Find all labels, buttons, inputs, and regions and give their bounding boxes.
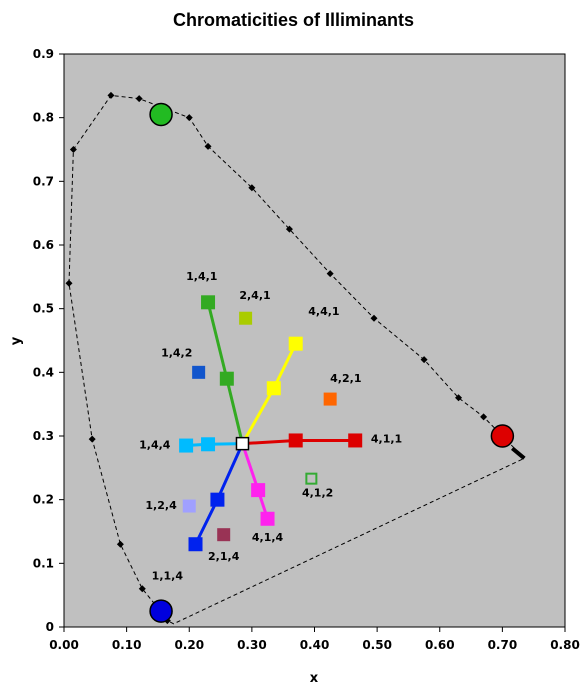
- x-tick-label: 0.60: [425, 638, 455, 652]
- ray-point: [348, 433, 363, 448]
- ray-point: [288, 336, 303, 351]
- x-tick-label: 0.70: [488, 638, 518, 652]
- y-tick-label: 0.2: [33, 493, 54, 507]
- ray-point: [251, 483, 266, 498]
- locus-marker: [65, 279, 73, 287]
- y-tick-label: 0.1: [33, 556, 54, 570]
- locus-marker: [326, 270, 334, 278]
- label-4-4-1: 4,4,1: [308, 305, 339, 318]
- x-tick-label: 0.30: [237, 638, 267, 652]
- ray-point: [288, 433, 303, 448]
- locus-marker: [138, 585, 146, 593]
- x-tick-label: 0.20: [174, 638, 204, 652]
- locus-marker: [248, 184, 256, 192]
- label-1-4-4: 1,4,4: [139, 439, 171, 452]
- y-tick-label: 0.4: [33, 365, 54, 379]
- locus-marker: [204, 142, 212, 150]
- point-2-1-4: [217, 528, 231, 542]
- locus-marker: [135, 95, 143, 103]
- ray-point: [210, 492, 225, 507]
- label-4-2-1: 4,2,1: [330, 372, 361, 385]
- label-1-4-2: 1,4,2: [161, 346, 192, 359]
- x-tick-label: 0.50: [362, 638, 392, 652]
- ray-point: [179, 438, 194, 453]
- label-4-1-2: 4,1,2: [302, 486, 333, 499]
- plot-area: [63, 53, 566, 628]
- label-2-1-4: 2,1,4: [208, 550, 240, 563]
- y-tick-label: 0: [46, 620, 54, 634]
- locus-marker: [370, 314, 378, 322]
- y-tick-label: 0.8: [33, 111, 54, 125]
- point-1-2-4: [182, 499, 196, 513]
- y-tick-label: 0.5: [33, 302, 54, 316]
- locus-marker: [107, 91, 115, 99]
- x-axis-title: x: [310, 671, 319, 686]
- locus-marker: [88, 435, 96, 443]
- ray-point: [188, 537, 203, 552]
- x-tick-label: 0.80: [550, 638, 580, 652]
- ray-point: [266, 381, 281, 396]
- point-labels: 1,4,1 2,4,1 4,4,1 1,4,2 4,2,1 4,1,1 1,4,4 1,2,4…: [139, 270, 402, 582]
- y-tick-label: 0.3: [33, 429, 54, 443]
- illuminant-points: [149, 102, 515, 623]
- point-4-1-2: [305, 472, 318, 485]
- locus-marker: [185, 114, 193, 122]
- y-axis-title: y: [9, 336, 24, 345]
- ray-point: [219, 371, 234, 386]
- locus-marker: [480, 413, 488, 421]
- white-point-marker: [235, 436, 250, 451]
- y-tick-label: 0.9: [33, 47, 54, 61]
- point-2-4-1: [239, 311, 253, 325]
- ray-point: [201, 295, 216, 310]
- label-4-1-4: 4,1,4: [252, 531, 284, 544]
- label-4-1-1: 4,1,1: [371, 432, 402, 445]
- locus-marker: [455, 394, 463, 402]
- primary-point: [490, 424, 515, 448]
- point-1-4-2: [192, 365, 206, 379]
- locus-marker: [69, 146, 77, 153]
- axes: 0.00 0.10 0.20 0.30 0.40 0.50 0.60 0.70 0.80 0 0.1…: [33, 47, 580, 652]
- x-tick-label: 0.40: [300, 638, 330, 652]
- label-1-1-4: 1,1,4: [152, 569, 184, 582]
- ray-point: [201, 437, 216, 452]
- ray-point: [260, 511, 275, 526]
- primary-point: [149, 102, 173, 127]
- primary-point: [149, 599, 173, 623]
- chart-title: Chromaticities of Illiminants: [172, 10, 415, 30]
- label-1-2-4: 1,2,4: [145, 499, 177, 512]
- locus-marker: [285, 225, 293, 233]
- locus-marker: [420, 356, 428, 364]
- y-tick-label: 0.7: [33, 174, 54, 188]
- locus-marker: [116, 540, 124, 548]
- point-4-2-1: [323, 392, 337, 406]
- label-2-4-1: 2,4,1: [239, 289, 270, 302]
- x-tick-label: 0.10: [112, 638, 142, 652]
- x-tick-label: 0.00: [49, 638, 79, 652]
- y-tick-label: 0.6: [33, 238, 54, 252]
- locus-end-mark: [511, 446, 526, 460]
- label-1-4-1: 1,4,1: [186, 270, 217, 283]
